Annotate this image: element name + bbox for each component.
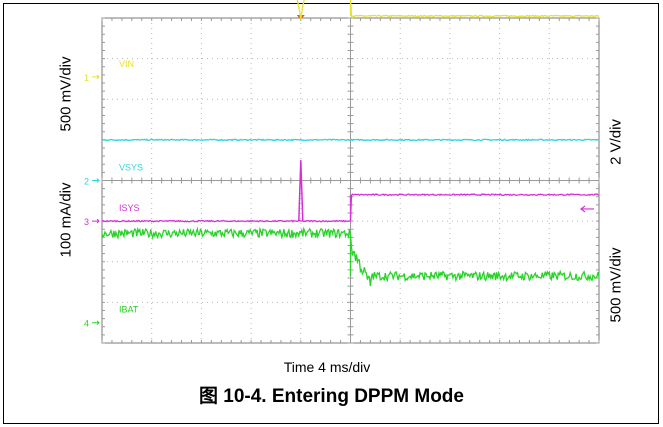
trace-vsys	[102, 138, 600, 142]
trigger-level-marker	[580, 205, 594, 213]
trace-label-isys: ISYS	[119, 203, 140, 213]
trace-label-ibat: IBAT	[119, 305, 139, 315]
channel-marker-vin: 1	[84, 73, 89, 83]
channel-arrow-vin	[92, 74, 100, 80]
trace-vin	[296, 0, 600, 20]
channel-arrow-vsys	[92, 178, 100, 183]
channel-arrow-ibat	[92, 320, 100, 326]
channel-marker-ibat: 4	[84, 319, 89, 329]
trace-label-vin: VIN	[119, 59, 134, 69]
figure-caption: 图 10-4. Entering DPPM Mode	[199, 386, 464, 407]
channel-arrow-isys	[92, 218, 100, 224]
figure-frame	[3, 3, 659, 424]
trace-isys-spike	[298, 160, 304, 222]
channel-marker-isys: 3	[84, 217, 89, 227]
trace-label-vsys: VSYS	[119, 163, 143, 173]
channel-marker-vsys: 2	[84, 177, 89, 187]
x-axis-label: Time 4 ms/div	[283, 359, 371, 375]
